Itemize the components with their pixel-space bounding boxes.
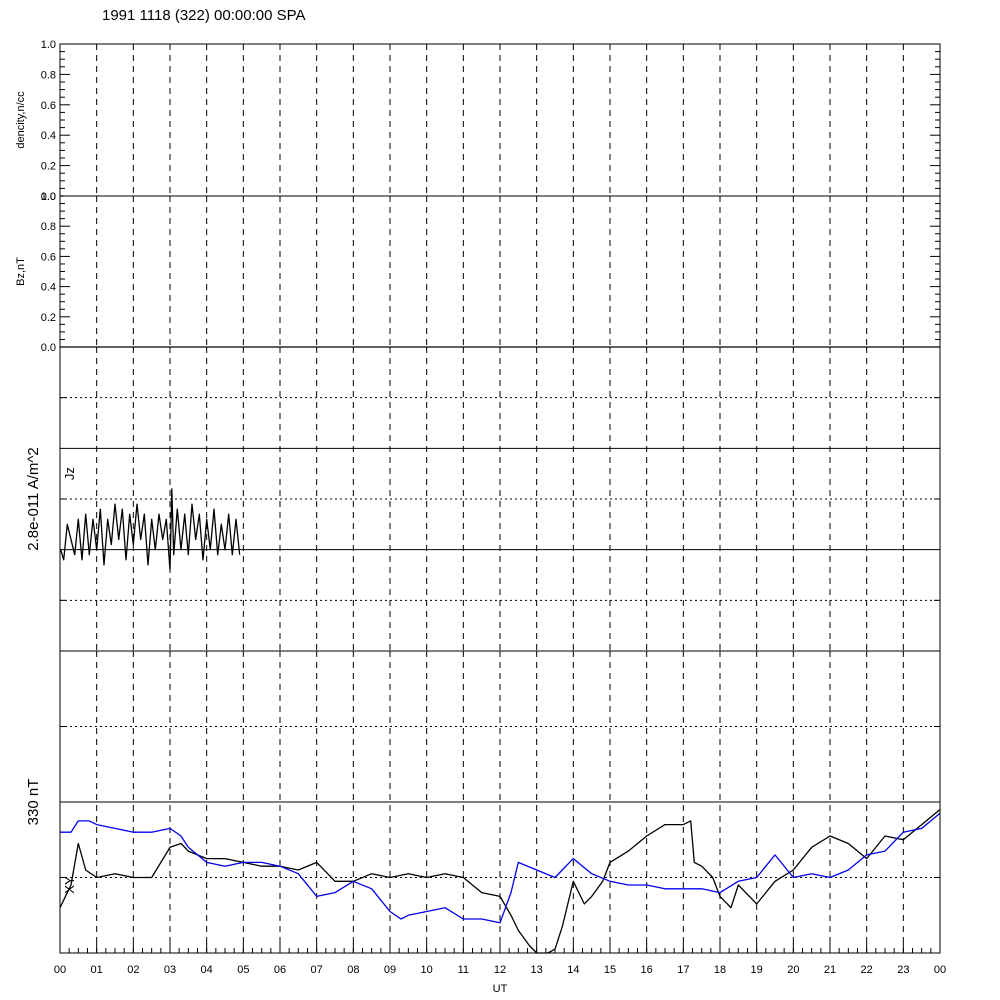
x-tick-label: 00: [934, 964, 946, 976]
density-y-tick-label: 0.4: [41, 130, 56, 142]
current-trace-label: Jz: [62, 467, 77, 480]
bz-y-tick-label: 0.8: [41, 221, 56, 233]
x-tick-label: 01: [91, 964, 103, 976]
x-tick-label: 22: [861, 964, 873, 976]
x-tick-label: 06: [274, 964, 286, 976]
bz-y-tick-label: 0.4: [41, 282, 56, 294]
x-tick-label: 20: [787, 964, 799, 976]
x-tick-label: 04: [201, 964, 213, 976]
density-y-tick-label: 0.2: [41, 161, 56, 173]
x-tick-label: 11: [458, 964, 469, 976]
bz-y-tick-label: 0.2: [41, 312, 56, 324]
chart-title: 1991 1118 (322) 00:00:00 SPA: [102, 7, 306, 24]
density-y-tick-label: 0.0: [41, 191, 56, 203]
magnetic-series-line-y: [60, 812, 941, 924]
x-tick-label: 23: [897, 964, 909, 976]
density-y-axis-label: dencity,n/cc: [15, 91, 27, 149]
density-y-tick-label: 0.6: [41, 100, 56, 112]
magnetic-y-axis-label: 330 nT: [25, 779, 42, 826]
x-axis-label: UT: [493, 983, 508, 995]
x-tick-label: 02: [127, 964, 139, 976]
bz-y-tick-label: 1.0: [41, 191, 56, 203]
x-tick-label: 09: [384, 964, 396, 976]
x-tick-label: 05: [237, 964, 249, 976]
x-tick-label: 07: [311, 964, 323, 976]
x-tick-label: 00: [54, 964, 66, 976]
x-tick-label: 10: [421, 964, 433, 976]
label-layer: 0.0 0.2 0.4 0.6 0.8 1.0 dencity,n/cc 0.0 0.2 0.4 0…: [15, 39, 946, 976]
bz-y-tick-label: 0.6: [41, 251, 56, 263]
density-y-tick-label: 0.8: [41, 69, 56, 81]
x-tick-label: 12: [494, 964, 506, 976]
x-tick-label: 18: [714, 964, 726, 976]
x-tick-label: 15: [604, 964, 616, 976]
x-tick-label: 19: [751, 964, 763, 976]
density-y-tick-label: 1.0: [41, 39, 56, 51]
current-series-line-jz: [60, 488, 241, 571]
x-tick-label: 14: [567, 964, 579, 976]
x-tick-label: 08: [347, 964, 359, 976]
bz-y-tick-label: 0.0: [41, 342, 56, 354]
frame-layer: [59, 43, 941, 954]
x-tick-label: 03: [164, 964, 176, 976]
current-y-axis-label: 2.8e-011 A/m^2: [25, 447, 42, 551]
x-tick-label: 17: [677, 964, 689, 976]
magnetic-series-line-x: [59, 808, 941, 954]
bz-y-axis-label: Bz,nT: [15, 257, 27, 286]
x-tick-label: 21: [824, 964, 836, 976]
x-tick-label: 13: [531, 964, 543, 976]
x-tick-label: 16: [641, 964, 653, 976]
grid-layer: [60, 44, 940, 953]
magnetic-trace-label: XY: [62, 876, 77, 894]
